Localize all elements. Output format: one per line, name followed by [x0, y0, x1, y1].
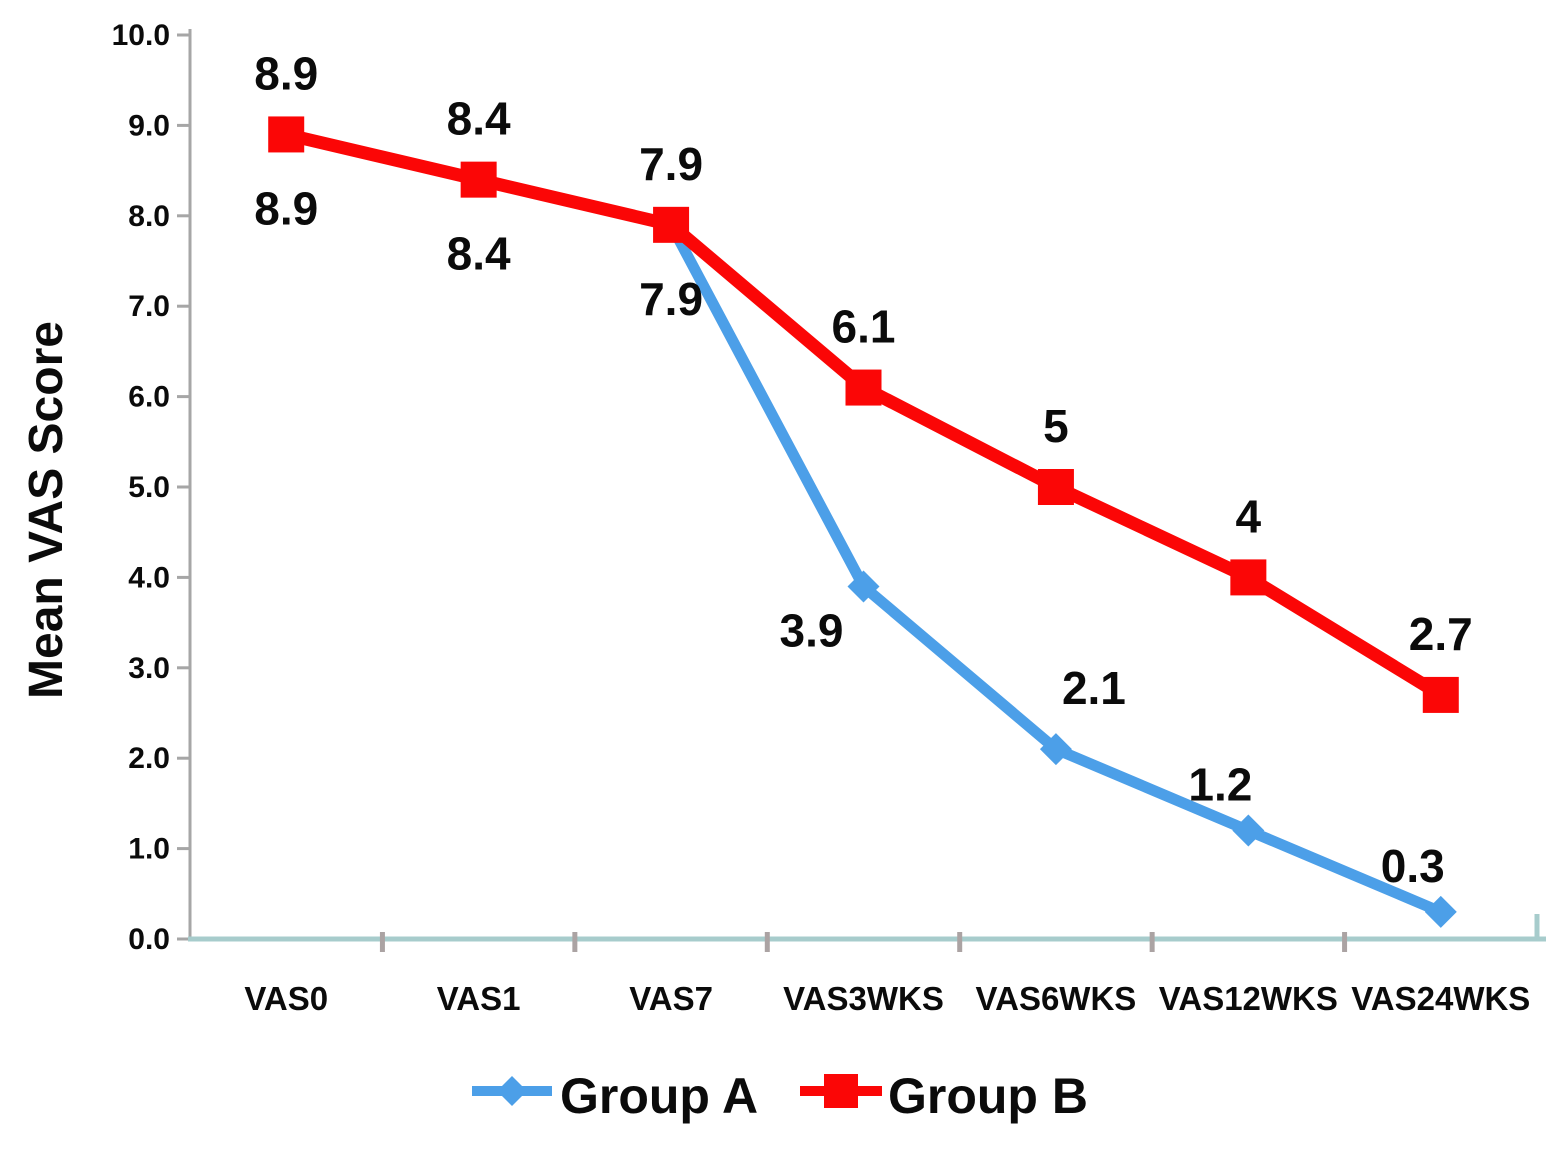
- data-label: 8.9: [254, 182, 318, 234]
- legend-label: Group A: [560, 1068, 758, 1124]
- legend-label: Group B: [888, 1068, 1088, 1124]
- data-label: 7.9: [639, 273, 703, 325]
- x-category-label: VAS12WKS: [1159, 980, 1338, 1017]
- y-tick-label: 0.0: [128, 923, 170, 956]
- data-label: 2.1: [1062, 662, 1126, 714]
- series-group-b: 8.9 8.4 7.9 6.1 5 4 2.7: [254, 47, 1473, 713]
- series-marker-square: [460, 161, 497, 198]
- series-marker-square: [1422, 676, 1459, 713]
- axes-group: 0.0 1.0 2.0 3.0 4.0 5.0 6.0 7.0 8.0 9.0 10.0 VAS0 VA…: [20, 19, 1546, 1017]
- y-tick-label: 2.0: [128, 742, 170, 775]
- data-label: 7.9: [639, 138, 703, 190]
- x-category-label: VAS6WKS: [976, 980, 1137, 1017]
- y-tick-label: 1.0: [128, 833, 170, 866]
- x-category-label: VAS3WKS: [783, 980, 944, 1017]
- data-label: 5: [1043, 400, 1069, 452]
- x-category-label: VAS1: [437, 980, 521, 1017]
- series-marker-diamond: [1232, 814, 1265, 847]
- data-label: 8.4: [447, 93, 511, 145]
- data-label: 2.7: [1409, 608, 1473, 660]
- y-tick-label: 7.0: [128, 290, 170, 323]
- legend-marker-diamond: [497, 1076, 527, 1106]
- y-tick-label: 8.0: [128, 200, 170, 233]
- data-label: 4: [1236, 490, 1262, 542]
- series-marker-square: [1037, 469, 1074, 505]
- y-axis-title: Mean VAS Score: [20, 321, 73, 699]
- data-label: 0.3: [1381, 840, 1445, 892]
- series-marker-diamond: [1424, 895, 1457, 928]
- data-label: 8.4: [447, 228, 511, 280]
- data-label: 3.9: [780, 604, 844, 656]
- y-tick-label: 5.0: [128, 471, 170, 504]
- legend-marker-square: [824, 1074, 858, 1108]
- x-category-label: VAS7: [629, 980, 713, 1017]
- x-category-label: VAS0: [244, 980, 328, 1017]
- series-marker-diamond: [1039, 733, 1072, 766]
- series-line: [279, 127, 1448, 702]
- legend: Group A Group B: [472, 1068, 1088, 1124]
- series-marker-square: [268, 116, 305, 153]
- data-label: 8.9: [254, 47, 318, 99]
- y-tick-label: 3.0: [128, 652, 170, 685]
- series-marker-diamond: [847, 570, 880, 603]
- legend-item-group-b: Group B: [800, 1068, 1088, 1124]
- x-category-label: VAS24WKS: [1351, 980, 1530, 1017]
- y-tick-label: 6.0: [128, 381, 170, 414]
- series-marker-square: [1230, 559, 1267, 596]
- y-tick-label: 10.0: [112, 19, 170, 52]
- data-label: 1.2: [1188, 759, 1252, 811]
- data-label: 6.1: [832, 301, 896, 353]
- y-tick-label: 4.0: [128, 561, 170, 594]
- series-marker-square: [653, 206, 690, 243]
- legend-item-group-a: Group A: [472, 1068, 758, 1124]
- series-group-a: 8.9 8.4 7.9 3.9 2.1 1.2 0.3: [254, 118, 1457, 928]
- y-tick-label: 9.0: [128, 109, 170, 142]
- series-marker-square: [845, 369, 882, 406]
